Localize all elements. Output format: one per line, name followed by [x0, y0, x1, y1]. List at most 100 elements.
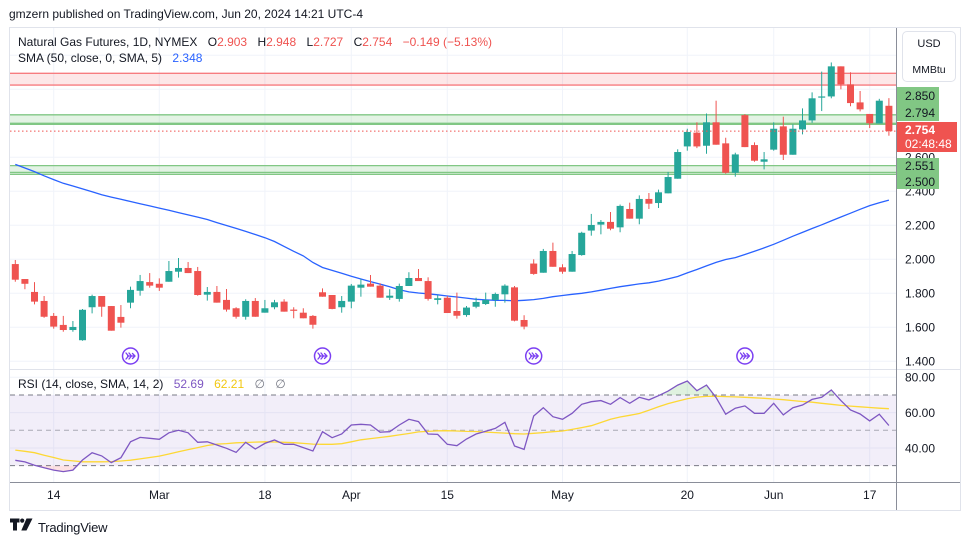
price-axis-tick: 1.800 — [905, 287, 935, 301]
candle — [194, 266, 202, 296]
bar-countdown: 02:48:48 — [905, 137, 952, 151]
rsi-ma-value: 62.21 — [214, 377, 245, 391]
candle — [520, 315, 528, 330]
candle — [856, 91, 864, 112]
support-zone[interactable] — [10, 114, 896, 125]
rsi-axis[interactable]: 80.00 60.00 40.00 — [905, 371, 935, 456]
rsi-axis-tick: 60.00 — [905, 406, 935, 420]
candle — [290, 307, 298, 319]
candle — [559, 264, 566, 274]
candle — [59, 315, 67, 332]
candle — [827, 62, 835, 99]
candle — [31, 282, 38, 305]
rsi-value: 52.69 — [173, 377, 204, 391]
unit-label: MMBtu — [912, 64, 946, 76]
last-price-label: 2.754 02:48:48 — [897, 122, 957, 152]
candle — [11, 259, 19, 282]
price-axis-tick: 2.000 — [905, 253, 935, 267]
open-value: 2.903 — [217, 35, 248, 49]
time-axis-tick: May — [551, 488, 574, 502]
rsi-overbought-fill — [15, 381, 889, 395]
sma-value: 2.348 — [172, 51, 203, 65]
candle — [107, 306, 115, 331]
sma-50-line[interactable] — [15, 163, 890, 302]
rsi-empty-value-1: ∅ — [254, 377, 265, 391]
high-label: H — [257, 35, 267, 49]
rsi-pane[interactable] — [10, 376, 896, 473]
candle — [674, 149, 682, 179]
candle — [779, 116, 787, 161]
candle — [40, 296, 48, 318]
candle — [338, 296, 346, 313]
time-axis-tick: 15 — [441, 488, 455, 502]
candle — [530, 259, 538, 275]
candle — [232, 307, 240, 319]
candle — [885, 98, 893, 136]
candle — [280, 299, 288, 312]
resistance-zone[interactable] — [10, 72, 896, 86]
candle — [597, 220, 605, 235]
candle — [165, 261, 173, 282]
candle — [799, 108, 806, 135]
rsi-legend[interactable]: RSI (14, close, SMA, 14, 2) 52.69 62.21 … — [18, 376, 286, 392]
time-gridlines — [53, 28, 871, 482]
candle — [203, 287, 211, 301]
zone-top-upper-price: 2.850 — [905, 89, 936, 103]
candle — [376, 283, 384, 298]
candle — [741, 114, 749, 148]
change-value: −0.149 (−5.13%) — [402, 35, 493, 49]
symbol-title: Natural Gas Futures, 1D, NYMEX — [18, 35, 198, 49]
candle — [367, 274, 374, 287]
time-axis[interactable]: 14 Mar 18 Apr 15 May 20 Jun 17 — [47, 488, 877, 502]
candle — [664, 171, 672, 194]
rsi-empty-value-2: ∅ — [275, 377, 286, 391]
zone-top-lower-price: 2.794 — [905, 106, 936, 120]
candle — [491, 292, 499, 307]
candle — [357, 279, 365, 297]
candle — [501, 284, 509, 303]
time-axis-tick: 17 — [863, 488, 877, 502]
candle — [722, 137, 730, 174]
contract-roll-marker-icon[interactable] — [121, 347, 140, 365]
currency-label: USD — [917, 38, 941, 50]
last-price-value: 2.754 — [905, 123, 936, 137]
rsi-line[interactable] — [15, 380, 890, 473]
high-value: 2.948 — [266, 35, 297, 49]
contract-roll-marker-icon[interactable] — [313, 347, 332, 365]
candle — [271, 299, 278, 310]
close-label: C — [353, 35, 363, 49]
support-zone[interactable] — [10, 164, 896, 175]
zone-bottom-upper-price: 2.551 — [905, 159, 936, 173]
zone-bottom-lower-price: 2.500 — [905, 175, 936, 189]
rsi-ma-line[interactable] — [15, 395, 889, 463]
candle — [443, 296, 451, 314]
candle — [117, 305, 125, 328]
candle — [578, 231, 586, 256]
price-axis-tick: 1.400 — [905, 355, 935, 369]
price-axis-tick: 1.600 — [905, 321, 935, 335]
candle — [635, 195, 643, 225]
candle — [136, 274, 144, 296]
candle — [347, 283, 355, 309]
candle — [242, 299, 250, 320]
candle — [424, 277, 432, 301]
sma-legend[interactable]: SMA (50, close, 0, SMA, 5) 2.348 — [18, 50, 202, 66]
currency-unit-button[interactable]: USD MMBtu — [902, 31, 956, 82]
rsi-axis-tick: 80.00 — [905, 371, 935, 385]
time-axis-tick: 14 — [47, 488, 61, 502]
candle — [175, 257, 182, 278]
candle — [837, 66, 845, 90]
candle — [472, 297, 480, 309]
candle — [751, 142, 758, 162]
publish-attribution: gmzern published on TradingView.com, Jun… — [9, 7, 363, 21]
candle — [683, 128, 691, 151]
price-pane[interactable] — [10, 54, 896, 365]
tradingview-brand[interactable]: TradingView — [10, 518, 108, 536]
contract-roll-marker-icon[interactable] — [524, 347, 543, 365]
candle — [155, 278, 163, 291]
candle — [818, 71, 826, 112]
symbol-legend[interactable]: Natural Gas Futures, 1D, NYMEX O2.903 H2… — [18, 34, 492, 50]
contract-roll-marker-icon[interactable] — [736, 347, 754, 365]
